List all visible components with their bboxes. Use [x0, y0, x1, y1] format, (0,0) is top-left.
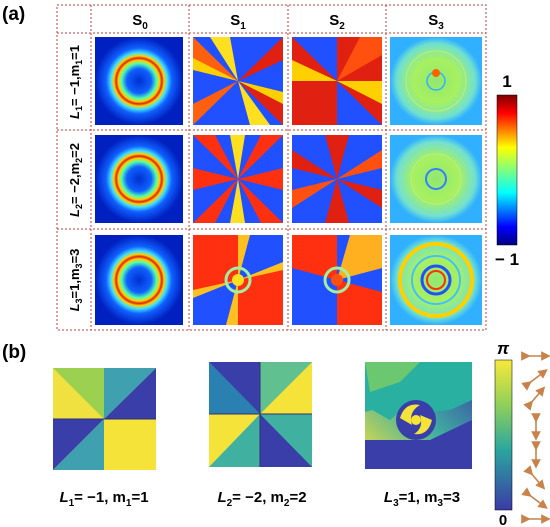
row-1-images	[95, 37, 482, 125]
row-3-images	[95, 235, 482, 325]
phase-captions: L1= −1, m1=1 L2= −2, m2=2 L3=1, m3=3	[59, 489, 460, 509]
image-s1-row3	[193, 235, 283, 325]
arrow-icon	[521, 487, 548, 509]
image-s3-row1	[390, 37, 482, 125]
image-s1-row1	[193, 37, 283, 125]
caption-3: L3=1, m3=3	[384, 489, 460, 509]
image-s2-row3	[292, 235, 382, 325]
column-header-s2: S2	[329, 12, 345, 32]
image-s3-row2	[390, 135, 482, 223]
arrow-icon	[523, 465, 546, 490]
colorbar-a: 1 − 1	[495, 72, 519, 269]
image-s1-row2	[193, 135, 283, 223]
column-header-s0: S0	[132, 12, 148, 32]
row-2-images	[95, 135, 482, 223]
row-label-3: L3=1,m3=3	[67, 249, 84, 312]
row-label-2: L2= −2,m2=2	[67, 143, 84, 217]
column-headers: S0 S1 S2 S3	[132, 12, 444, 32]
image-s0-row1	[95, 37, 183, 125]
colorbar-b-min: 0	[499, 512, 507, 527]
polarization-arrows	[521, 351, 550, 524]
colorbar-b-max: π	[497, 339, 510, 358]
phase-map-1	[53, 368, 156, 470]
image-s2-row2	[292, 135, 382, 223]
row-labels: L1= −1,m1=1 L2= −2,m2=2 L3=1,m3=3	[67, 45, 84, 311]
image-s3-row3	[390, 235, 482, 325]
panel-a-grid	[56, 4, 487, 331]
colorbar-a-max: 1	[502, 72, 511, 91]
image-s0-row2	[95, 135, 183, 223]
image-s0-row3	[95, 235, 183, 325]
phase-map-3	[365, 362, 472, 469]
phase-map-2	[209, 362, 312, 467]
caption-2: L2= −2, m2=2	[217, 489, 306, 509]
column-header-s3: S3	[428, 12, 444, 32]
arrow-icon	[523, 386, 546, 411]
panel-b-label: (b)	[2, 342, 26, 363]
caption-1: L1= −1, m1=1	[59, 489, 148, 509]
panel-a-label: (a)	[2, 4, 25, 25]
column-header-s1: S1	[230, 12, 246, 32]
image-s2-row1	[292, 37, 382, 125]
colorbar-a-min: − 1	[495, 250, 519, 269]
arrow-icon	[521, 369, 548, 391]
row-label-1: L1= −1,m1=1	[67, 45, 84, 119]
colorbar-b: π 0	[494, 339, 513, 527]
